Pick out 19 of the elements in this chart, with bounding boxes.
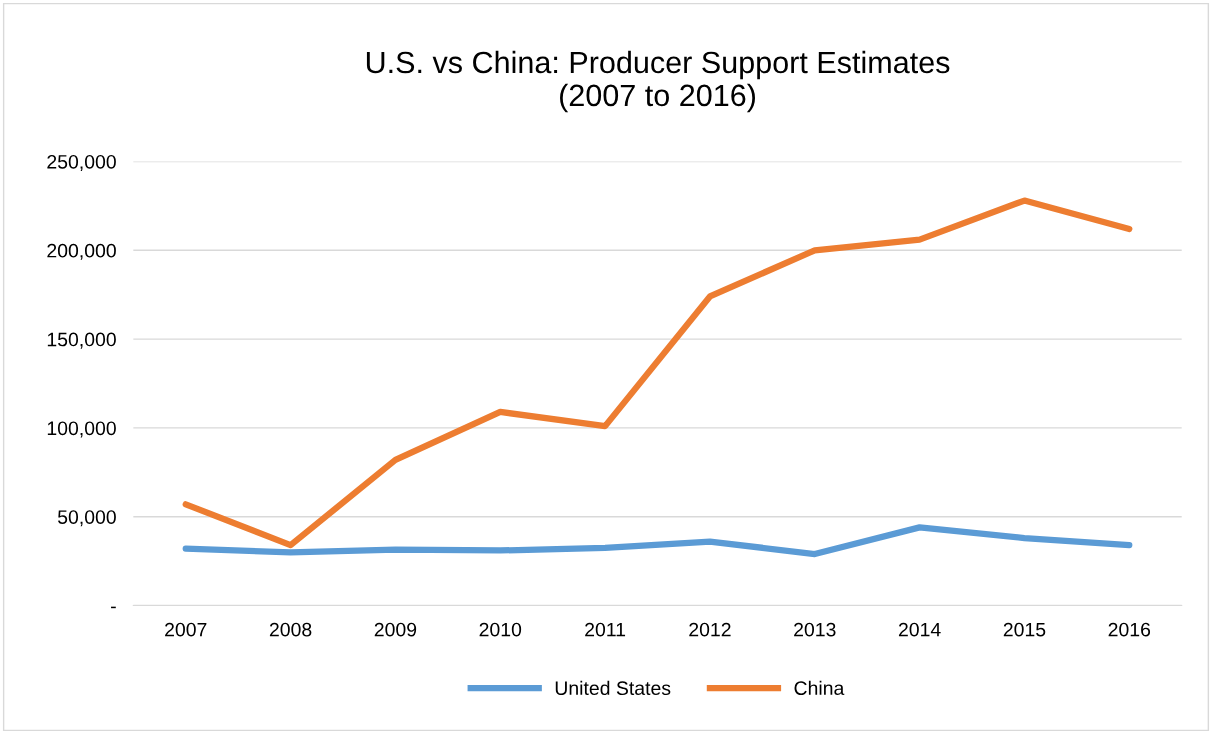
chart-title: U.S. vs China: Producer Support Estimates (2007 to 2016) bbox=[366, 50, 950, 113]
legend-label: United States bbox=[555, 680, 671, 696]
y-tick-label: 250,000 bbox=[47, 154, 116, 172]
x-tick-label: 2011 bbox=[585, 622, 626, 637]
y-tick-label: - bbox=[111, 606, 116, 609]
y-tick-label: 150,000 bbox=[47, 332, 116, 349]
x-tick-label: 2015 bbox=[1003, 622, 1046, 637]
x-tick-label: 2007 bbox=[165, 622, 207, 637]
y-tick-label: 50,000 bbox=[57, 510, 116, 527]
x-tick-label: 2008 bbox=[269, 622, 312, 637]
y-tick-label: 200,000 bbox=[47, 243, 116, 260]
x-tick-label: 2010 bbox=[479, 622, 522, 637]
x-tick-label: 2014 bbox=[898, 622, 941, 637]
x-tick-label: 2012 bbox=[689, 622, 731, 637]
x-tick-label: 2016 bbox=[1108, 622, 1151, 637]
legend-label: China bbox=[794, 680, 845, 696]
x-tick-label: 2013 bbox=[794, 622, 836, 637]
x-tick-label: 2009 bbox=[374, 622, 417, 637]
y-tick-label: 100,000 bbox=[47, 421, 116, 438]
